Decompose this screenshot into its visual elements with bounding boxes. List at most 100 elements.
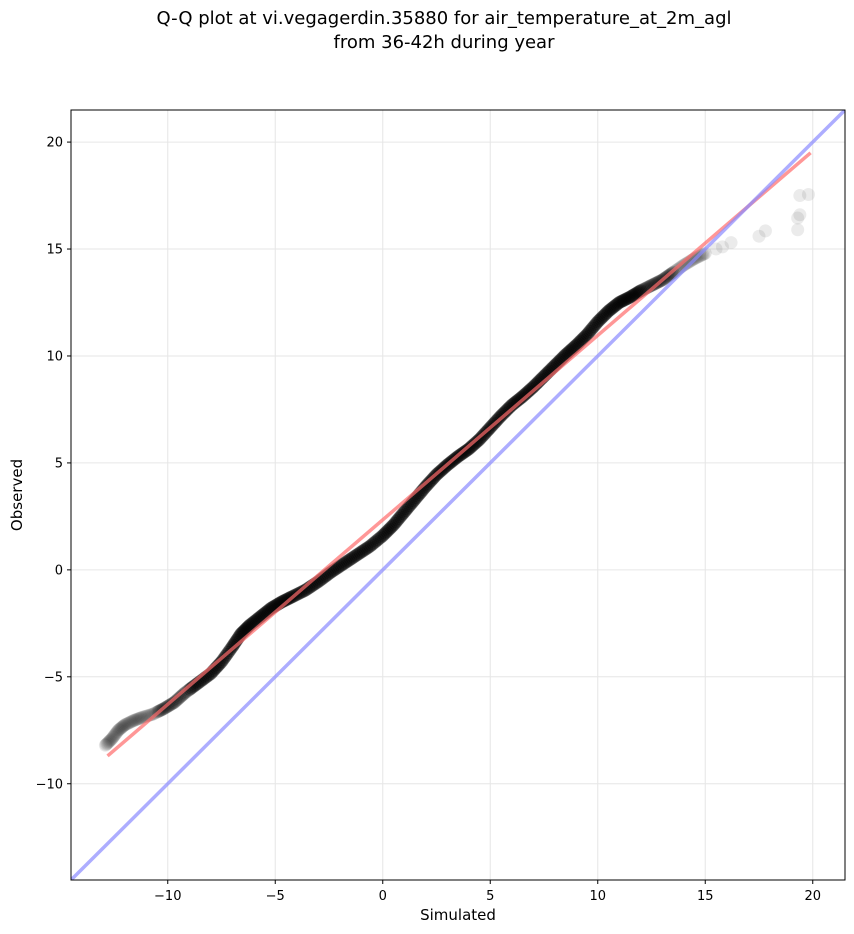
- qq-point: [513, 392, 527, 406]
- x-tick-label: 5: [486, 889, 494, 904]
- qq-point: [368, 535, 382, 549]
- qq-point: [587, 320, 601, 334]
- qq-point: [627, 288, 641, 302]
- qq-point: [111, 723, 125, 737]
- qq-point: [421, 477, 435, 491]
- qq-tail-point: [791, 211, 805, 225]
- qq-point: [174, 689, 188, 703]
- qq-point: [624, 289, 638, 303]
- qq-point: [392, 512, 406, 526]
- x-tick-label: 15: [697, 889, 714, 904]
- x-tick-label: 0: [379, 889, 387, 904]
- qq-point: [575, 333, 589, 347]
- y-tick-label: 0: [55, 563, 63, 578]
- qq-point: [371, 533, 385, 547]
- qq-point: [277, 594, 291, 608]
- qq-point: [579, 329, 593, 343]
- plot-area: [71, 110, 845, 880]
- qq-point: [358, 543, 372, 557]
- qq-point: [568, 339, 582, 353]
- qq-point: [105, 732, 119, 746]
- qq-point: [146, 707, 160, 721]
- qq-point: [595, 311, 609, 325]
- qq-point: [337, 556, 351, 570]
- reference-lines: [71, 110, 845, 880]
- qq-point: [124, 715, 138, 729]
- qq-point: [335, 558, 349, 572]
- qq-tail-point: [758, 224, 772, 238]
- qq-point: [565, 342, 579, 356]
- qq-point: [347, 550, 361, 564]
- qq-point: [173, 691, 187, 705]
- qq-point: [696, 248, 710, 262]
- qq-point: [98, 738, 112, 752]
- qq-point: [389, 515, 403, 529]
- chart-title-line-1: Q-Q plot at vi.vegagerdin.35880 for air_…: [157, 8, 732, 29]
- qq-point: [567, 341, 581, 355]
- qq-point: [126, 714, 140, 728]
- x-tick-label: 10: [589, 889, 606, 904]
- qq-point: [165, 697, 179, 711]
- qq-point: [499, 404, 513, 418]
- qq-point: [171, 692, 185, 706]
- qq-point: [364, 538, 378, 552]
- y-axis-label: Observed: [8, 459, 26, 531]
- chart-title-line-2: from 36-42h during year: [334, 32, 556, 53]
- qq-point: [352, 547, 366, 561]
- qq-point: [612, 296, 626, 309]
- qq-point: [600, 305, 614, 319]
- qq-point: [175, 688, 189, 702]
- x-tick-label: 20: [804, 889, 821, 904]
- qq-point: [170, 693, 184, 707]
- qq-tail-point: [793, 189, 807, 203]
- qq-point: [619, 292, 633, 306]
- linear-fit-line: [106, 151, 812, 758]
- qq-point: [618, 293, 632, 307]
- qq-point: [100, 737, 114, 751]
- qq-point: [497, 406, 511, 420]
- qq-point: [395, 508, 409, 522]
- qq-point: [127, 713, 141, 727]
- qq-point: [216, 653, 230, 667]
- qq-tail-point: [801, 187, 815, 201]
- qq-point: [599, 307, 613, 321]
- y-tick-label: 20: [46, 136, 63, 151]
- qq-point: [387, 518, 400, 532]
- qq-point: [626, 289, 640, 303]
- qq-point: [295, 585, 309, 599]
- qq-point: [419, 479, 433, 493]
- qq-point: [399, 504, 413, 518]
- qq-point: [611, 297, 625, 311]
- qq-point: [113, 722, 127, 736]
- qq-point: [571, 337, 585, 351]
- y-tick-label: −10: [36, 777, 63, 792]
- qq-point: [520, 386, 534, 400]
- qq-point: [356, 544, 370, 558]
- qq-tail-point: [724, 236, 738, 250]
- qq-point: [118, 718, 132, 732]
- qq-point: [240, 621, 254, 635]
- qq-point: [114, 721, 128, 735]
- qq-point: [620, 291, 634, 305]
- qq-point: [169, 694, 183, 708]
- identity-line: [71, 110, 845, 880]
- qq-point: [245, 616, 259, 630]
- qq-point: [518, 387, 532, 401]
- qq-point: [106, 730, 120, 744]
- x-axis: −10 −5 0 5 10 15 20: [154, 880, 821, 904]
- x-axis-label: Simulated: [420, 906, 496, 924]
- qq-point: [110, 724, 124, 738]
- qq-point: [348, 549, 362, 563]
- qq-point: [117, 719, 131, 733]
- qq-point: [581, 326, 595, 340]
- qq-point: [521, 385, 535, 399]
- qq-point: [420, 478, 434, 492]
- qq-point: [331, 561, 345, 575]
- qq-point: [623, 290, 637, 304]
- y-axis: −10 −5 0 5 10 15 20: [36, 136, 71, 792]
- qq-point: [580, 328, 594, 342]
- qq-point: [355, 545, 369, 559]
- qq-point: [144, 708, 158, 722]
- qq-point: [227, 637, 241, 651]
- qq-point: [241, 620, 255, 634]
